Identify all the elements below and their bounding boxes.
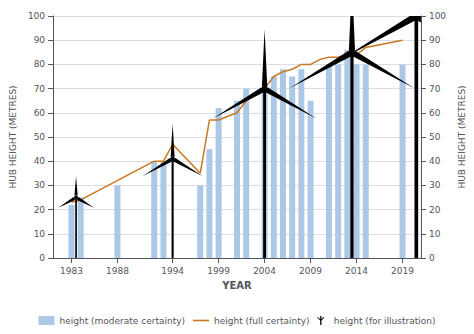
svg-text:2004: 2004 xyxy=(253,266,276,276)
svg-text:60: 60 xyxy=(34,108,46,118)
svg-text:10: 10 xyxy=(34,229,46,239)
svg-text:70: 70 xyxy=(429,84,441,94)
svg-text:1988: 1988 xyxy=(106,266,129,276)
svg-text:HUB HEIGHT (METRES): HUB HEIGHT (METRES) xyxy=(457,85,467,188)
svg-text:height (full certainty): height (full certainty) xyxy=(214,316,310,326)
svg-text:10: 10 xyxy=(429,229,441,239)
svg-text:1999: 1999 xyxy=(207,266,230,276)
svg-text:height (for illustration): height (for illustration) xyxy=(334,316,436,326)
svg-text:100: 100 xyxy=(429,11,446,21)
svg-text:YEAR: YEAR xyxy=(221,280,252,291)
svg-text:50: 50 xyxy=(429,132,441,142)
svg-text:80: 80 xyxy=(34,59,46,69)
svg-text:40: 40 xyxy=(429,156,441,166)
svg-text:90: 90 xyxy=(429,35,441,45)
svg-text:20: 20 xyxy=(34,205,46,215)
svg-text:30: 30 xyxy=(34,180,46,190)
svg-text:50: 50 xyxy=(34,132,46,142)
svg-text:2019: 2019 xyxy=(391,266,414,276)
svg-text:2009: 2009 xyxy=(299,266,322,276)
svg-text:0: 0 xyxy=(39,253,45,263)
svg-text:2014: 2014 xyxy=(345,266,368,276)
svg-text:80: 80 xyxy=(429,59,441,69)
svg-text:70: 70 xyxy=(34,84,46,94)
svg-text:height (moderate certainty): height (moderate certainty) xyxy=(59,316,185,326)
svg-text:100: 100 xyxy=(28,11,45,21)
svg-text:30: 30 xyxy=(429,180,441,190)
svg-text:60: 60 xyxy=(429,108,441,118)
svg-text:1983: 1983 xyxy=(60,266,83,276)
svg-text:90: 90 xyxy=(34,35,46,45)
svg-text:1994: 1994 xyxy=(161,266,184,276)
svg-text:0: 0 xyxy=(429,253,435,263)
svg-text:HUB HEIGHT (METRES): HUB HEIGHT (METRES) xyxy=(8,85,18,188)
svg-text:40: 40 xyxy=(34,156,46,166)
svg-text:20: 20 xyxy=(429,205,441,215)
